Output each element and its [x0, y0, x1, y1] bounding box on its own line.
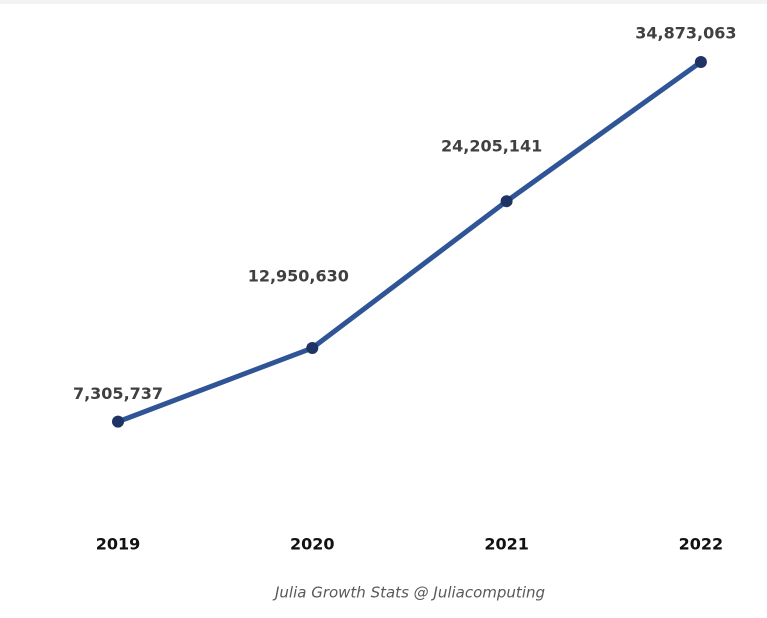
point [306, 342, 319, 355]
caption: Julia Growth Stats @ Juliacomputing [272, 584, 545, 602]
x-tick-label: 2019 [96, 535, 141, 554]
value-label: 12,950,630 [248, 267, 349, 286]
value-label: 7,305,737 [73, 384, 163, 403]
x-tick-label: 2021 [484, 535, 529, 554]
x-tick-label: 2022 [679, 535, 724, 554]
point [500, 195, 513, 208]
value-label: 24,205,141 [441, 137, 542, 156]
top-strip [0, 0, 767, 4]
point [694, 56, 707, 68]
point [112, 415, 124, 428]
value-label: 34,873,063 [635, 24, 736, 43]
x-tick-label: 2020 [290, 535, 335, 554]
line [117, 59, 703, 425]
